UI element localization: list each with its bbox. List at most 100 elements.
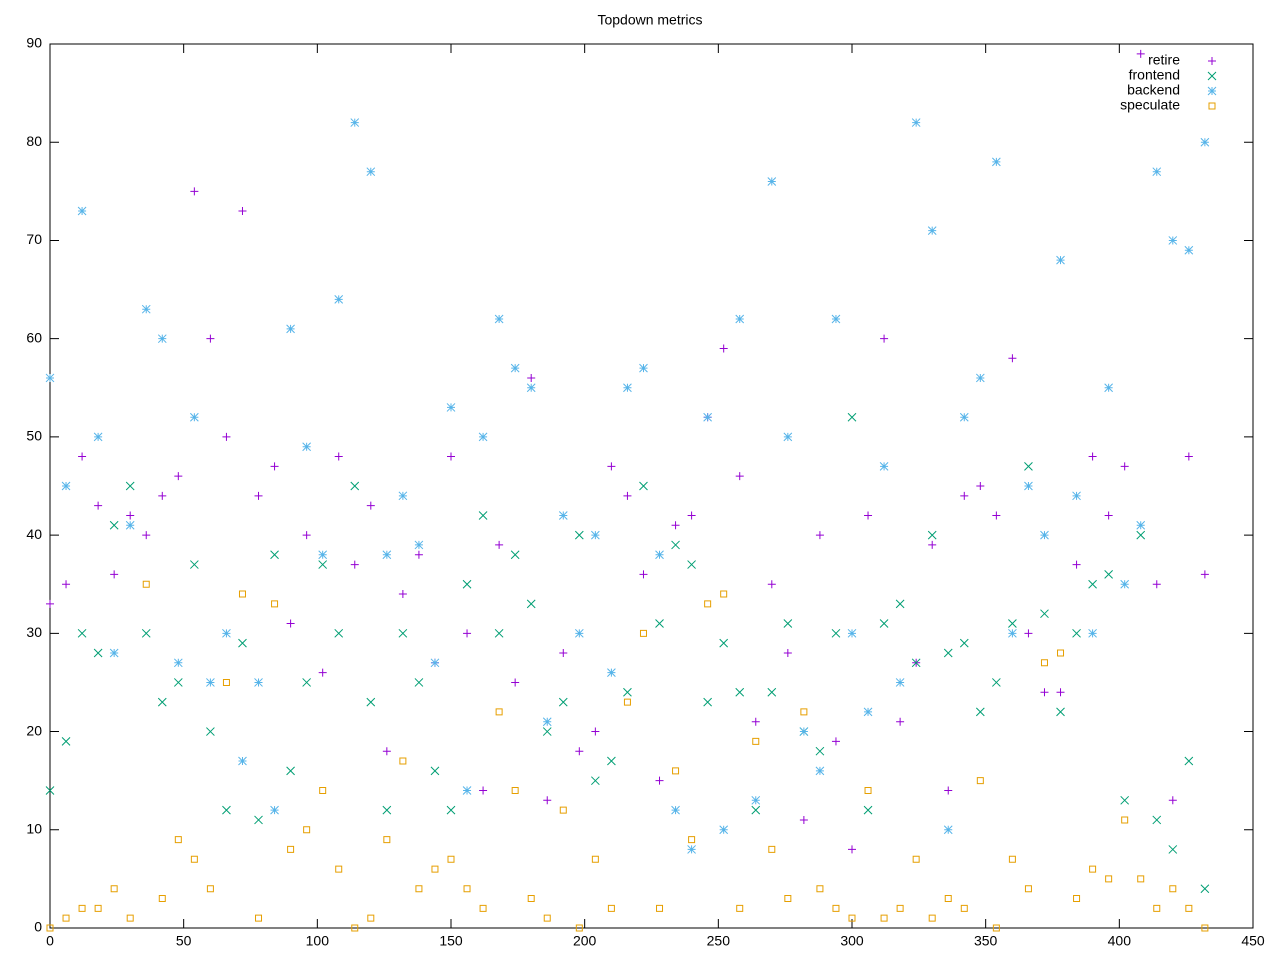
point	[382, 747, 391, 756]
point	[157, 697, 167, 707]
point	[478, 432, 488, 442]
point	[350, 481, 360, 491]
point	[447, 452, 455, 461]
point	[751, 717, 760, 726]
legend-label: backend	[1127, 82, 1180, 98]
point	[911, 658, 921, 668]
point	[1024, 481, 1033, 491]
point	[286, 619, 295, 628]
point	[319, 786, 327, 794]
point	[206, 334, 215, 343]
point	[1024, 885, 1032, 893]
point	[255, 914, 263, 922]
y-tick-label: 30	[26, 624, 42, 640]
point	[126, 511, 135, 520]
point	[704, 600, 712, 608]
point	[1153, 904, 1161, 912]
point	[1168, 845, 1178, 854]
point	[478, 511, 488, 520]
point	[495, 708, 503, 716]
point	[62, 580, 71, 589]
point	[334, 628, 344, 638]
point	[318, 668, 327, 677]
point	[142, 531, 151, 540]
point	[896, 717, 905, 726]
point	[671, 521, 680, 530]
point	[303, 826, 311, 834]
point	[815, 766, 825, 776]
point	[335, 865, 343, 873]
point	[94, 904, 102, 912]
point	[446, 805, 456, 815]
y-tick-label: 70	[26, 231, 42, 247]
point	[1008, 628, 1017, 638]
point	[302, 531, 311, 540]
point	[93, 648, 103, 658]
point	[992, 511, 1001, 520]
point	[943, 825, 953, 835]
point	[158, 491, 167, 500]
point	[799, 727, 809, 736]
point	[639, 629, 647, 637]
point	[591, 776, 600, 786]
x-tick-label: 100	[306, 933, 330, 949]
point	[287, 845, 295, 853]
point	[687, 845, 696, 854]
point	[944, 786, 953, 795]
point	[1137, 875, 1145, 883]
point	[511, 786, 519, 794]
point	[190, 560, 199, 569]
point	[93, 432, 103, 442]
point	[959, 638, 969, 648]
point	[399, 757, 407, 765]
point	[703, 697, 712, 707]
legend-label: retire	[1148, 52, 1180, 68]
x-tick-label: 50	[176, 933, 192, 949]
point	[334, 452, 343, 461]
point	[527, 373, 536, 382]
point	[1201, 924, 1209, 932]
point	[831, 737, 840, 746]
point	[591, 855, 599, 863]
point	[848, 845, 856, 854]
point	[110, 570, 119, 579]
point	[206, 727, 215, 736]
point	[109, 648, 119, 658]
point	[238, 756, 247, 766]
point	[687, 560, 696, 569]
point	[783, 648, 792, 657]
point	[479, 904, 487, 912]
point	[174, 472, 183, 481]
point	[126, 914, 134, 922]
point	[110, 885, 118, 893]
point	[1024, 462, 1033, 471]
point	[992, 157, 1001, 167]
point	[943, 648, 953, 658]
point	[559, 806, 567, 814]
point	[831, 314, 841, 324]
point	[382, 805, 392, 815]
point	[1088, 628, 1097, 638]
point	[94, 501, 103, 510]
point	[1040, 659, 1048, 667]
point	[688, 836, 696, 844]
point	[61, 737, 71, 746]
point	[623, 491, 632, 500]
legend-label: frontend	[1129, 67, 1180, 83]
point	[1008, 619, 1017, 628]
legend-label: speculate	[1120, 97, 1180, 113]
point	[1056, 707, 1065, 717]
point	[911, 118, 921, 127]
y-tick-label: 60	[26, 329, 42, 345]
point	[430, 766, 440, 776]
point	[639, 363, 648, 373]
point	[927, 530, 937, 540]
point	[784, 895, 792, 903]
point	[1184, 452, 1193, 461]
point	[655, 619, 664, 628]
point	[558, 511, 568, 520]
point	[1184, 756, 1194, 766]
point	[607, 904, 615, 912]
point	[591, 530, 600, 540]
